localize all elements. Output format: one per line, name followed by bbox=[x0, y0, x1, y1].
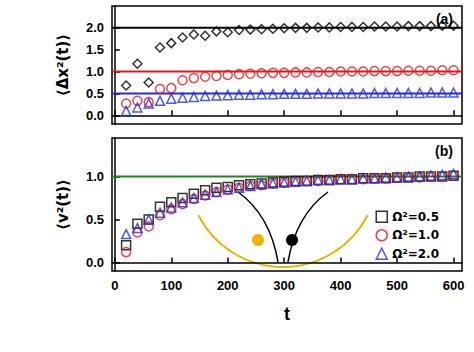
svg-text:1.0: 1.0 bbox=[86, 64, 104, 79]
svg-text:Ω²=1.0: Ω²=1.0 bbox=[392, 228, 439, 242]
svg-text:1.5: 1.5 bbox=[86, 42, 104, 57]
svg-text:(a): (a) bbox=[436, 11, 453, 27]
svg-text:400: 400 bbox=[330, 278, 352, 293]
svg-text:⟨v²(t)⟩: ⟨v²(t)⟩ bbox=[54, 179, 72, 230]
svg-text:600: 600 bbox=[443, 278, 465, 293]
svg-text:200: 200 bbox=[217, 278, 239, 293]
svg-text:1.0: 1.0 bbox=[86, 169, 104, 184]
svg-text:0.0: 0.0 bbox=[86, 255, 104, 270]
svg-text:⟨Δx²(t)⟩: ⟨Δx²(t)⟩ bbox=[54, 34, 72, 96]
svg-text:0.5: 0.5 bbox=[86, 86, 104, 101]
svg-text:500: 500 bbox=[386, 278, 408, 293]
svg-text:Ω²=0.5: Ω²=0.5 bbox=[392, 210, 439, 224]
svg-text:0: 0 bbox=[111, 278, 118, 293]
svg-text:2.0: 2.0 bbox=[86, 20, 104, 35]
svg-text:0.5: 0.5 bbox=[86, 212, 104, 227]
svg-text:(b): (b) bbox=[435, 143, 453, 159]
svg-text:100: 100 bbox=[160, 278, 182, 293]
svg-text:Ω²=2.0: Ω²=2.0 bbox=[392, 247, 439, 261]
svg-text:0.0: 0.0 bbox=[86, 108, 104, 123]
svg-text:t: t bbox=[284, 304, 290, 324]
svg-text:300: 300 bbox=[273, 278, 295, 293]
